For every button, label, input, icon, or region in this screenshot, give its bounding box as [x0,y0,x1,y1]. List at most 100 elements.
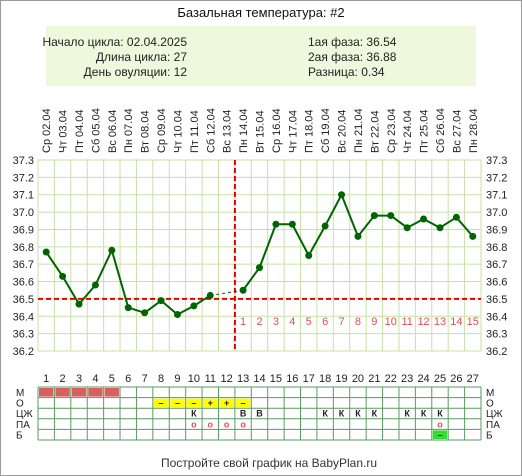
y-tick-label-right: 36.2 [486,346,507,358]
table-cell-fill [203,398,218,408]
cycle-day-label: 10 [188,373,200,385]
cycle-day-label: 20 [352,373,364,385]
series-segment [242,267,261,291]
y-tick-label-left: 36.2 [13,346,34,358]
date-label: Пн 14.04 [238,108,250,153]
date-label: Ср 23.04 [386,108,398,153]
table-row-label-right: О [486,399,494,410]
date-label: Ср 02.04 [41,108,53,153]
table-row-label-left: ЦЖ [16,409,33,420]
y-tick-label-left: 37.3 [13,155,34,167]
table-cell-fill [186,398,202,408]
date-label: Чт 24.04 [402,110,414,153]
date-label: Пт 04.04 [74,109,86,153]
series-segment [61,275,80,305]
date-label: Вт 15.04 [255,110,267,153]
table-cell-mark: o [224,419,230,429]
table-cell-fill [170,398,185,408]
temperature-point [124,304,132,312]
series-segment [258,223,277,269]
cycle-day-label: 26 [450,373,462,385]
cycle-day-label: 1 [43,373,49,385]
table-cell-mark: + [224,398,229,408]
cycle-day-labels: 1 2 3 4 5 6 7 8 9 10 11 12 13 14 15 16 17 18 19 20 21 22 23 24 2… [43,373,479,385]
y-tick-label-left: 36.5 [13,294,34,306]
post-ovulation-day-labels: 1 2 3 4 5 6 7 8 9 10 11 12 13 14 15 [240,316,479,328]
temperature-point [59,272,67,280]
temperature-point [190,302,198,310]
cycle-day-label: 23 [401,373,413,385]
post-ovulation-day-label: 2 [256,316,262,328]
y-tick-label-right: 36.8 [486,242,507,254]
date-label: Ср 16.04 [271,108,283,153]
table-cell-mark: К [322,409,328,419]
footer-link[interactable]: Постройте свой график на BabyPlan.ru [161,456,377,470]
temperature-point [420,215,428,223]
cycle-day-label: 15 [270,373,282,385]
table-cell-mark: – [159,398,164,408]
cycle-day-label: 6 [125,373,131,385]
series-segment [455,216,474,238]
temperature-series [42,191,477,319]
post-ovulation-day-label: 8 [355,316,361,328]
cycle-day-label: 4 [92,373,98,385]
ovulation-day-text: День овуляции: 12 [84,65,188,79]
date-label: Чт 03.04 [58,110,70,153]
date-label: Чт 17.04 [287,110,299,153]
cycle-day-label: 14 [253,373,265,385]
date-labels: Ср 02.04 Чт 03.04 Пт 04.04 Сб 05.04 Вс 06.04… [41,108,480,153]
cycle-day-label: 5 [109,373,115,385]
post-ovulation-day-label: 6 [322,316,328,328]
cycle-start-text: Начало цикла: 02.04.2025 [42,35,187,49]
y-tick-label-left: 36.3 [13,329,34,341]
date-label: Вс 20.04 [337,110,349,153]
table-cell-mark: – [241,398,246,408]
table-cell-fill [88,388,103,397]
y-tick-label-left: 37.2 [13,172,34,184]
post-ovulation-day-label: 3 [273,316,279,328]
cycle-day-label: 12 [221,373,233,385]
cycle-day-label: 24 [417,373,429,385]
chart-title: Базальная температура: #2 [177,5,344,20]
date-label: Пт 11.04 [189,110,201,153]
table-row-label-left: ПА [16,420,30,431]
table-cell-mark: – [191,398,196,408]
y-tick-label-right: 36.6 [486,277,507,289]
date-label: Пн 28.04 [468,108,480,153]
cycle-day-label: 19 [335,373,347,385]
phase1-text: 1ая фаза: 36.54 [308,35,397,49]
temperature-point [436,224,444,232]
table-cell-mark: К [421,409,427,419]
table-cell-mark: В [240,409,247,419]
post-ovulation-day-label: 4 [289,316,295,328]
date-label: Сб 19.04 [320,108,332,153]
table-row-label-right: Б [486,430,493,441]
y-tick-label-right: 37.0 [486,207,507,219]
post-ovulation-day-label: 10 [385,316,397,328]
post-ovulation-day-label: 15 [467,316,479,328]
date-label: Чт 10.04 [172,110,184,153]
y-tick-label-right: 36.3 [486,329,507,341]
series-segment [45,251,64,277]
date-label: Вс 27.04 [451,110,463,153]
symptom-table: М МО О– – – + + –ЦЖ ЦЖК В В К К К К К К КПА ПАo o o o oБ Б– [16,386,503,441]
temperature-point [305,252,313,259]
date-label: Сб 12.04 [205,108,217,153]
cycle-day-label: 18 [319,373,331,385]
y-tick-label-left: 36.6 [13,277,34,289]
post-ovulation-day-label: 1 [240,316,246,328]
date-label: Вс 06.04 [107,110,119,153]
table-cell-mark: К [404,409,410,419]
date-label: Пн 21.04 [353,108,365,153]
temperature-point [387,212,395,220]
table-cell-mark: o [208,419,214,429]
post-ovulation-day-label: 9 [371,316,377,328]
temperature-point [42,248,50,256]
table-row-label-left: М [16,388,24,399]
temperature-point [403,224,411,232]
cycle-day-label: 13 [237,373,249,385]
temperature-point [288,220,296,228]
cycle-day-label: 25 [434,373,446,385]
cycle-day-label: 8 [158,373,164,385]
table-cell-fill [55,388,70,397]
